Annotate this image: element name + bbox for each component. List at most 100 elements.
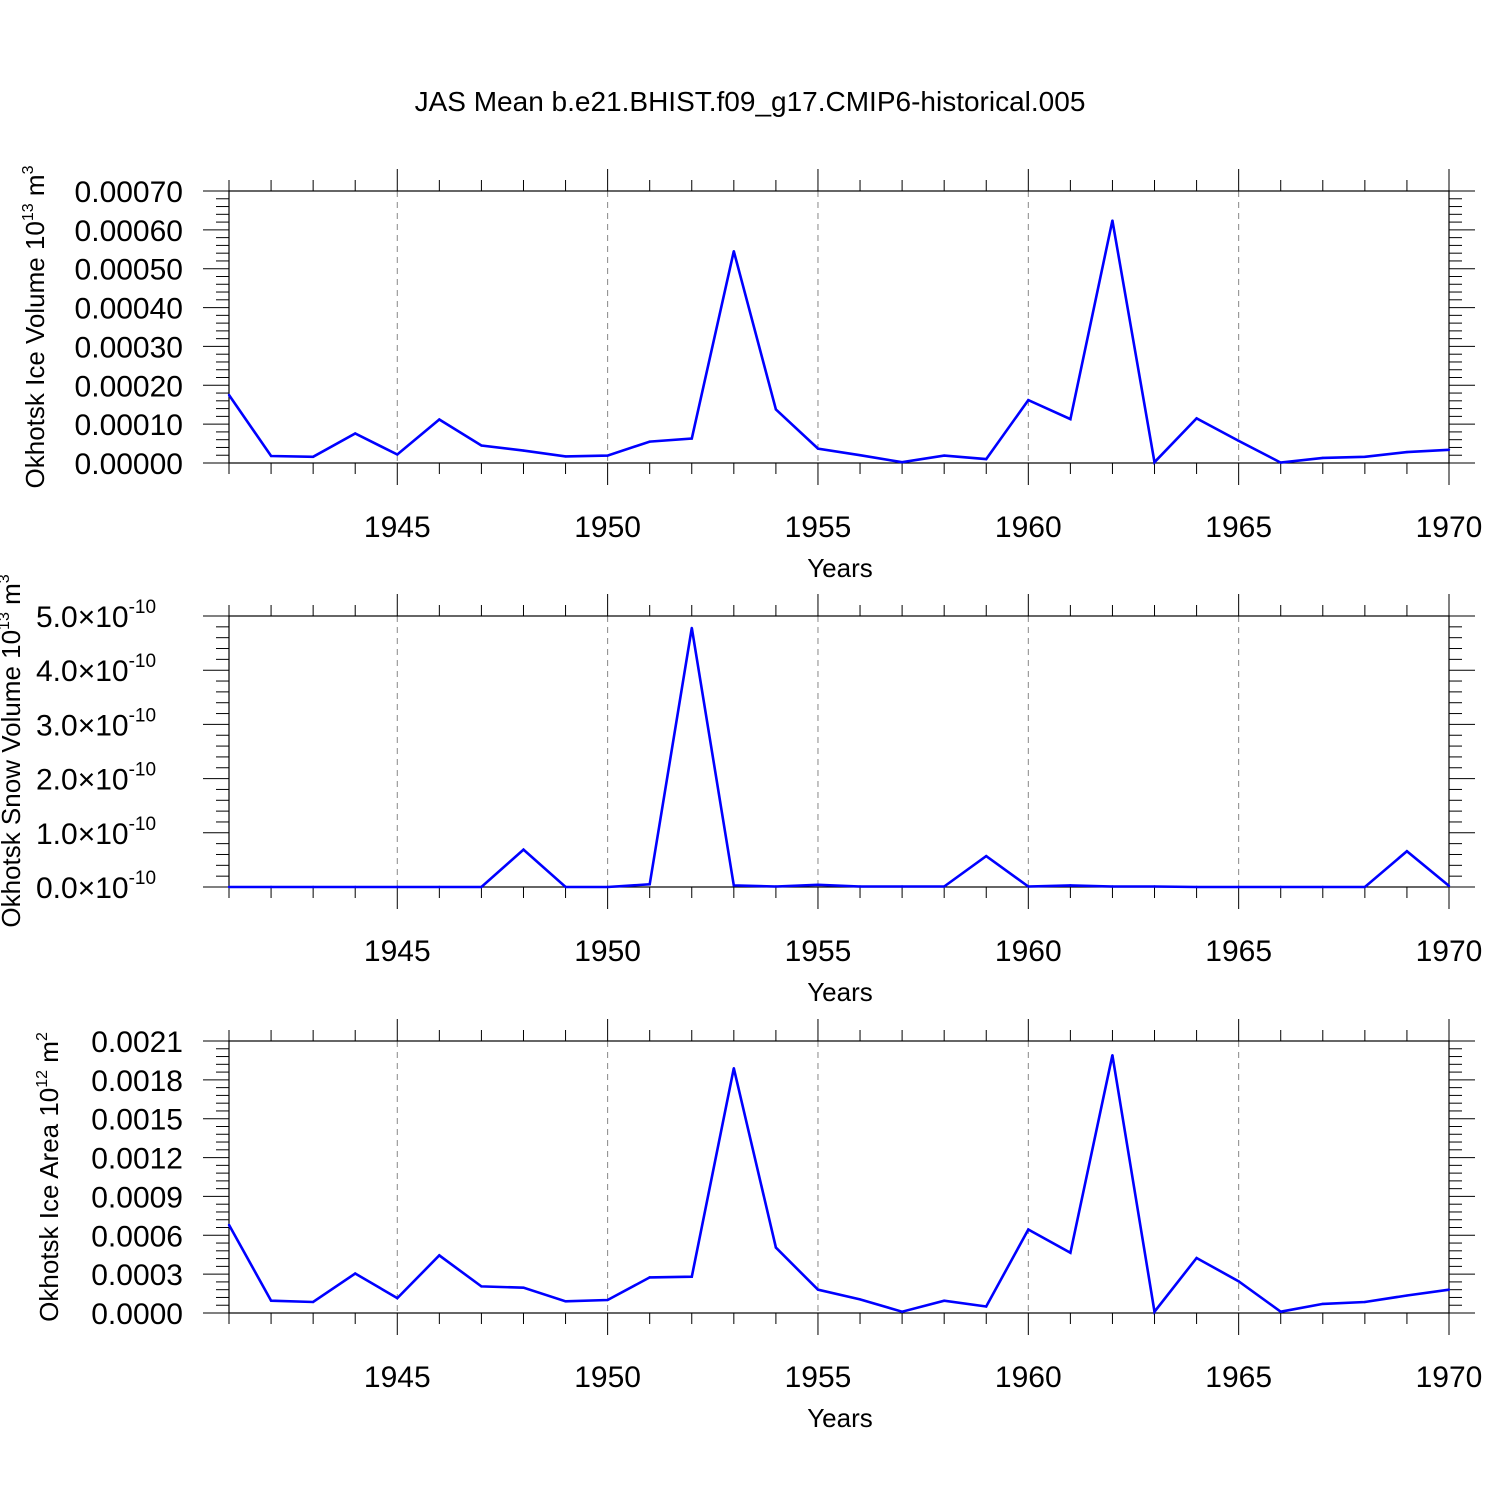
data-point [1279, 1310, 1282, 1313]
data-point [1321, 885, 1324, 889]
data-point [1069, 417, 1072, 421]
chart-panel-2: 0.0×10-10 1.0×10-10 2.0×10-10 3.0×10-10 4.0×… [0, 574, 1482, 1007]
data-point [396, 453, 399, 456]
chart-panel-1: 0.00000 0.00010 0.00020 0.00030 0.00040 0.000… [20, 165, 1482, 583]
data-point [1111, 1054, 1114, 1057]
data-point [522, 1286, 525, 1289]
data-point [1321, 456, 1324, 460]
plot-frame [228, 615, 1450, 888]
data-point [900, 461, 904, 464]
y-tick-label: 0.0015 [91, 1104, 183, 1137]
data-point [438, 885, 441, 889]
series-line [229, 627, 1450, 889]
y-tick-label: 0.00070 [75, 176, 183, 209]
y-tick-label: 0.00020 [75, 370, 183, 403]
data-point [648, 1276, 651, 1279]
y-tick-label: 0.0006 [91, 1220, 183, 1253]
data-point [732, 884, 736, 887]
data-point [1069, 884, 1072, 887]
data-point [1195, 417, 1198, 420]
data-point [1153, 461, 1156, 464]
y-tick-label: 0.00000 [75, 448, 183, 481]
x-tick-label: 1960 [995, 511, 1062, 544]
y-tick-label: 0.00010 [75, 409, 183, 442]
data-point [985, 457, 988, 461]
data-point [480, 444, 483, 447]
data-point [1027, 1228, 1030, 1231]
y-tick-label: 5.0×10-10 [36, 597, 156, 634]
data-point [1279, 885, 1282, 889]
data-point [816, 1288, 820, 1291]
data-point [1027, 885, 1030, 888]
y-tick-label: 1.0×10-10 [36, 814, 156, 851]
data-point [1363, 1300, 1367, 1304]
y-tick-label: 0.0009 [91, 1181, 183, 1214]
data-point [985, 854, 988, 858]
data-point [564, 1300, 567, 1303]
data-point [269, 885, 273, 889]
x-tick-label: 1965 [1205, 935, 1272, 968]
y-tick-label: 0.0021 [91, 1026, 183, 1059]
data-point [858, 1298, 862, 1301]
data-point [1363, 455, 1367, 458]
data-point [690, 1275, 693, 1278]
x-tick-label: 1945 [364, 1361, 431, 1394]
x-tick-label: 1965 [1205, 1361, 1272, 1394]
x-tick-label: 1955 [785, 511, 852, 544]
y-tick-label: 0.0012 [91, 1143, 183, 1176]
x-axis-label: Years [807, 977, 873, 1007]
x-tick-label: 1955 [785, 935, 852, 968]
data-point [1447, 1288, 1451, 1291]
x-tick-label: 1960 [995, 1361, 1062, 1394]
data-point [942, 885, 946, 888]
data-point [396, 1296, 399, 1300]
data-point [774, 1246, 778, 1249]
y-axis-label: Okhotsk Ice Area 1012 m2 [34, 1032, 64, 1322]
data-point [227, 393, 231, 397]
y-tick-label: 0.00060 [75, 215, 183, 248]
plot-frame [228, 1040, 1450, 1314]
data-point [227, 885, 231, 889]
x-tick-label: 1965 [1205, 511, 1272, 544]
x-tick-label: 1970 [1416, 1361, 1483, 1394]
data-point [1237, 439, 1240, 443]
y-tick-label: 0.0003 [91, 1259, 183, 1292]
data-point [1363, 885, 1367, 889]
data-point [1405, 850, 1409, 853]
data-point [438, 1254, 441, 1257]
x-tick-label: 1950 [574, 935, 641, 968]
data-point [858, 885, 862, 888]
y-tick-label: 0.00040 [75, 293, 183, 326]
data-point [1111, 885, 1114, 888]
data-point [732, 1067, 736, 1070]
y-tick-label: 0.0000 [91, 1298, 183, 1331]
figure-title: JAS Mean b.e21.BHIST.f09_g17.CMIP6-histo… [414, 86, 1086, 117]
data-point [648, 883, 651, 886]
data-point [1027, 398, 1030, 402]
data-point [1069, 1251, 1072, 1254]
plot-frame [228, 190, 1450, 464]
data-point [1237, 885, 1240, 889]
data-point [690, 437, 693, 440]
x-tick-label: 1945 [364, 511, 431, 544]
data-point [354, 432, 357, 435]
y-tick-label: 0.0018 [91, 1065, 183, 1098]
data-point [648, 440, 651, 443]
x-tick-label: 1950 [574, 1361, 641, 1394]
x-axis-label: Years [807, 1403, 873, 1433]
data-point [606, 1298, 609, 1302]
data-point [311, 1300, 315, 1304]
data-point [1405, 450, 1409, 454]
data-point [900, 885, 904, 888]
x-tick-label: 1970 [1416, 935, 1483, 968]
y-axis-label: Okhotsk Snow Volume 1013 m3 [0, 574, 26, 927]
data-point [1405, 1294, 1409, 1297]
data-point [1111, 219, 1114, 222]
data-point [732, 250, 736, 253]
data-point [942, 1299, 946, 1302]
data-point [396, 885, 399, 889]
data-point [269, 1299, 273, 1302]
data-point [522, 449, 525, 452]
data-point [1447, 884, 1451, 888]
y-tick-label: 0.00050 [75, 254, 183, 287]
